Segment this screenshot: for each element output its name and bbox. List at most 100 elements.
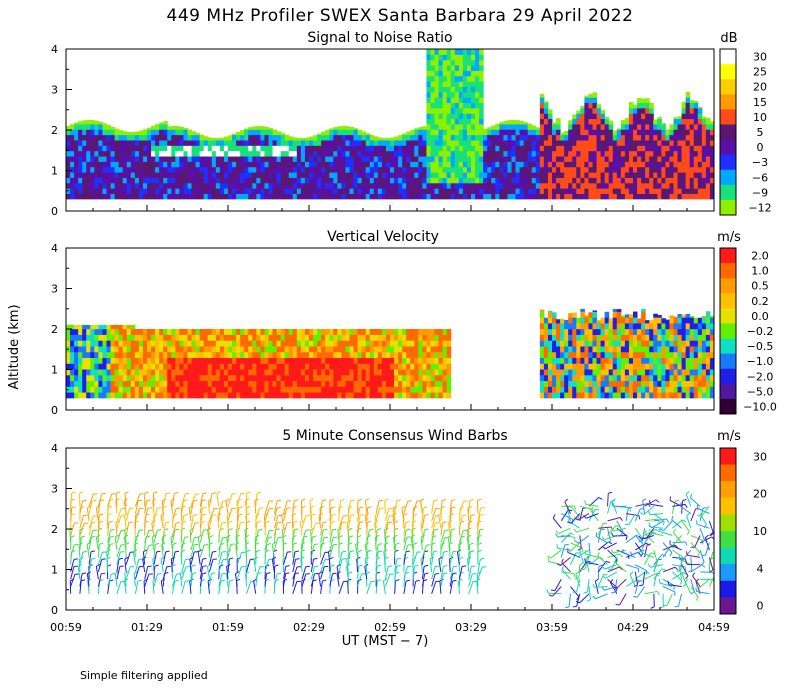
snr-cell bbox=[689, 134, 695, 141]
snr-cell bbox=[110, 139, 116, 146]
wind-barb-flag bbox=[174, 579, 179, 582]
snr-cell bbox=[454, 123, 460, 130]
vv-cell bbox=[414, 345, 419, 353]
snr-cell bbox=[689, 118, 695, 125]
vv-cell bbox=[130, 345, 136, 353]
snr-cell bbox=[390, 156, 395, 162]
vv-cell bbox=[434, 363, 440, 370]
snr-cell bbox=[475, 172, 480, 178]
vv-cell bbox=[539, 345, 545, 353]
snr-cell bbox=[531, 150, 537, 157]
snr-cell bbox=[584, 177, 589, 184]
vv-cell bbox=[709, 357, 714, 364]
snr-cell bbox=[564, 150, 569, 157]
snr-cell bbox=[673, 145, 679, 152]
vv-cell bbox=[313, 351, 318, 359]
vv-cell bbox=[604, 392, 610, 399]
vv-cell bbox=[685, 322, 691, 330]
snr-cell bbox=[300, 139, 306, 146]
vv-cell bbox=[709, 374, 714, 382]
snr-cell bbox=[183, 129, 188, 136]
snr-cell bbox=[151, 161, 156, 168]
snr-cell bbox=[657, 123, 662, 130]
snr-cell bbox=[126, 193, 132, 200]
snr-cell bbox=[669, 188, 674, 194]
vv-cell bbox=[232, 351, 237, 359]
snr-cell bbox=[357, 150, 363, 157]
snr-cell bbox=[495, 123, 500, 125]
vv-cell bbox=[183, 340, 188, 347]
snr-cell bbox=[256, 150, 261, 157]
snr-cell bbox=[531, 134, 537, 141]
vv-cell bbox=[430, 374, 436, 382]
vv-cell bbox=[94, 324, 99, 330]
snr-cell bbox=[499, 161, 504, 168]
snr-cell bbox=[645, 98, 650, 104]
snr-cell bbox=[616, 129, 622, 136]
wind-barb-flag bbox=[128, 521, 133, 524]
wind-barb bbox=[77, 566, 81, 580]
wind-barb bbox=[134, 493, 141, 507]
snr-cell bbox=[66, 129, 71, 136]
snr-cell bbox=[406, 182, 411, 189]
snr-cell bbox=[479, 59, 484, 66]
snr-cell bbox=[454, 113, 460, 120]
vv-cell bbox=[86, 334, 91, 341]
snr-cell bbox=[600, 193, 606, 200]
snr-cell bbox=[584, 139, 589, 146]
snr-cell bbox=[248, 193, 253, 200]
vv-cell bbox=[317, 340, 322, 347]
vv-cell bbox=[564, 357, 569, 364]
snr-cell bbox=[442, 145, 448, 152]
snr-cell bbox=[685, 188, 691, 194]
snr-cell bbox=[588, 118, 593, 125]
snr-cell bbox=[450, 65, 456, 71]
vv-cell bbox=[653, 345, 658, 353]
vv-cell bbox=[300, 329, 306, 335]
vv-cell bbox=[390, 357, 395, 364]
wind-barb-flag bbox=[225, 498, 230, 502]
vv-cell bbox=[373, 329, 379, 335]
snr-cell bbox=[539, 123, 545, 130]
vv-cell bbox=[390, 369, 395, 376]
vv-cell bbox=[410, 363, 415, 370]
vv-cell bbox=[390, 329, 395, 335]
snr-cell bbox=[410, 145, 415, 152]
vv-cell bbox=[584, 392, 589, 399]
vv-cell bbox=[608, 386, 614, 393]
vv-cell bbox=[329, 329, 334, 335]
vv-cell bbox=[649, 374, 654, 382]
snr-cell bbox=[600, 172, 606, 178]
snr-cell bbox=[446, 156, 452, 162]
vv-cell bbox=[232, 329, 237, 335]
snr-cell bbox=[195, 145, 201, 152]
vv-cell bbox=[187, 380, 193, 387]
snr-cell bbox=[410, 161, 415, 168]
snr-cell bbox=[394, 193, 399, 200]
snr-cell bbox=[187, 182, 193, 189]
wind-barb-flag bbox=[90, 550, 96, 553]
snr-cell bbox=[608, 120, 614, 125]
snr-cell bbox=[102, 123, 107, 125]
wind-barb bbox=[171, 551, 176, 565]
snr-cell bbox=[414, 156, 419, 162]
vv-cell bbox=[207, 386, 213, 393]
vv-cell bbox=[693, 340, 699, 347]
wind-barb bbox=[208, 493, 213, 507]
snr-cell bbox=[418, 129, 423, 136]
snr-cell bbox=[616, 150, 622, 157]
snr-cell bbox=[349, 134, 355, 141]
snr-cell bbox=[600, 139, 606, 146]
snr-cell bbox=[442, 86, 448, 93]
vv-cell bbox=[580, 357, 585, 364]
snr-cell bbox=[633, 166, 638, 173]
snr-cell bbox=[633, 182, 638, 189]
snr-cell bbox=[568, 139, 573, 146]
snr-cell bbox=[527, 134, 533, 141]
vv-cell bbox=[118, 334, 124, 341]
snr-cell bbox=[191, 156, 197, 162]
snr-cell bbox=[454, 166, 460, 173]
vv-panel-title: Vertical Velocity bbox=[327, 229, 439, 245]
snr-cell bbox=[471, 75, 476, 82]
snr-cell bbox=[560, 188, 565, 194]
